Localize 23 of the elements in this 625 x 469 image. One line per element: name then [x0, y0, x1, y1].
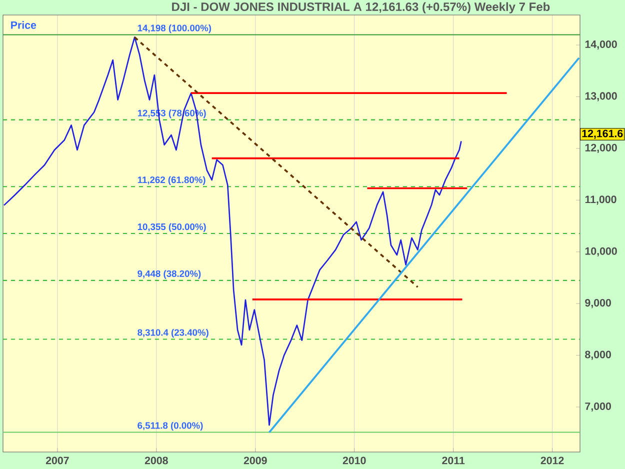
y-tick-label: 12,000: [585, 144, 617, 153]
ref-line-label: 14,198 (100.00%): [138, 24, 212, 34]
ref-line-label: 8,310.4 (23.40%): [138, 328, 208, 338]
ref-line-label: 9,448 (38.20%): [138, 270, 201, 279]
x-tick-label: 2007: [46, 456, 69, 464]
y-tick-label: 8,000: [585, 350, 611, 360]
ref-line-label: 11,262 (61.80%): [138, 176, 206, 186]
ref-line-label: 6,511.8 (0.00%): [138, 422, 203, 431]
x-tick-label: 2012: [540, 456, 564, 464]
y-tick-label: 14,000: [585, 40, 617, 50]
y-axis-title: Price: [11, 21, 36, 29]
y-tick-label: 7,000: [585, 402, 611, 412]
y-tick-label: 10,000: [585, 247, 617, 256]
x-tick-label: 2011: [442, 456, 465, 464]
x-tick-label: 2010: [342, 456, 366, 464]
ref-line-label: 10,355 (50.00%): [138, 223, 206, 232]
y-tick-label: 9,000: [585, 299, 611, 308]
chart-title: DJI - DOW JONES INDUSTRIAL A 12,161.63 (+0.57%) Weekly 7 Feb: [172, 2, 550, 14]
y-tick-label: 13,000: [585, 92, 617, 102]
y-tick-label: 11,000: [585, 196, 616, 205]
x-tick-label: 2009: [244, 456, 267, 464]
x-tick-label: 2008: [144, 456, 168, 464]
text: 12,161.6: [582, 130, 623, 139]
